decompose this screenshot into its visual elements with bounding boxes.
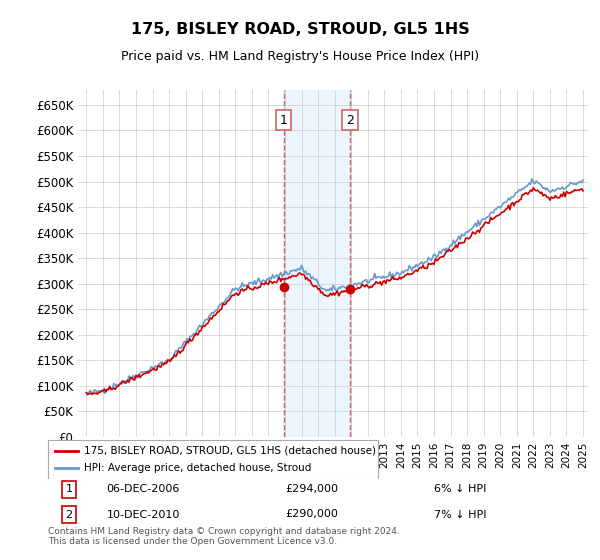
Text: 1: 1 [65, 484, 73, 494]
Text: 175, BISLEY ROAD, STROUD, GL5 1HS: 175, BISLEY ROAD, STROUD, GL5 1HS [131, 22, 469, 38]
Text: 1: 1 [280, 114, 287, 127]
Bar [350, 90, 351, 437]
Text: 10-DEC-2010: 10-DEC-2010 [106, 510, 180, 520]
Text: £294,000: £294,000 [286, 484, 338, 494]
Text: 2: 2 [65, 510, 73, 520]
Text: HPI: Average price, detached house, Stroud: HPI: Average price, detached house, Stro… [84, 463, 311, 473]
Text: 175, BISLEY ROAD, STROUD, GL5 1HS (detached house): 175, BISLEY ROAD, STROUD, GL5 1HS (detac… [84, 446, 376, 456]
Bar [284, 90, 285, 437]
Text: 7% ↓ HPI: 7% ↓ HPI [434, 510, 486, 520]
Text: Contains HM Land Registry data © Crown copyright and database right 2024.
This d: Contains HM Land Registry data © Crown c… [48, 526, 400, 546]
Text: Price paid vs. HM Land Registry's House Price Index (HPI): Price paid vs. HM Land Registry's House … [121, 50, 479, 63]
Text: £290,000: £290,000 [286, 510, 338, 520]
Text: 2: 2 [346, 114, 354, 127]
Text: 06-DEC-2006: 06-DEC-2006 [106, 484, 180, 494]
Bar [284, 90, 350, 437]
Text: 6% ↓ HPI: 6% ↓ HPI [434, 484, 486, 494]
